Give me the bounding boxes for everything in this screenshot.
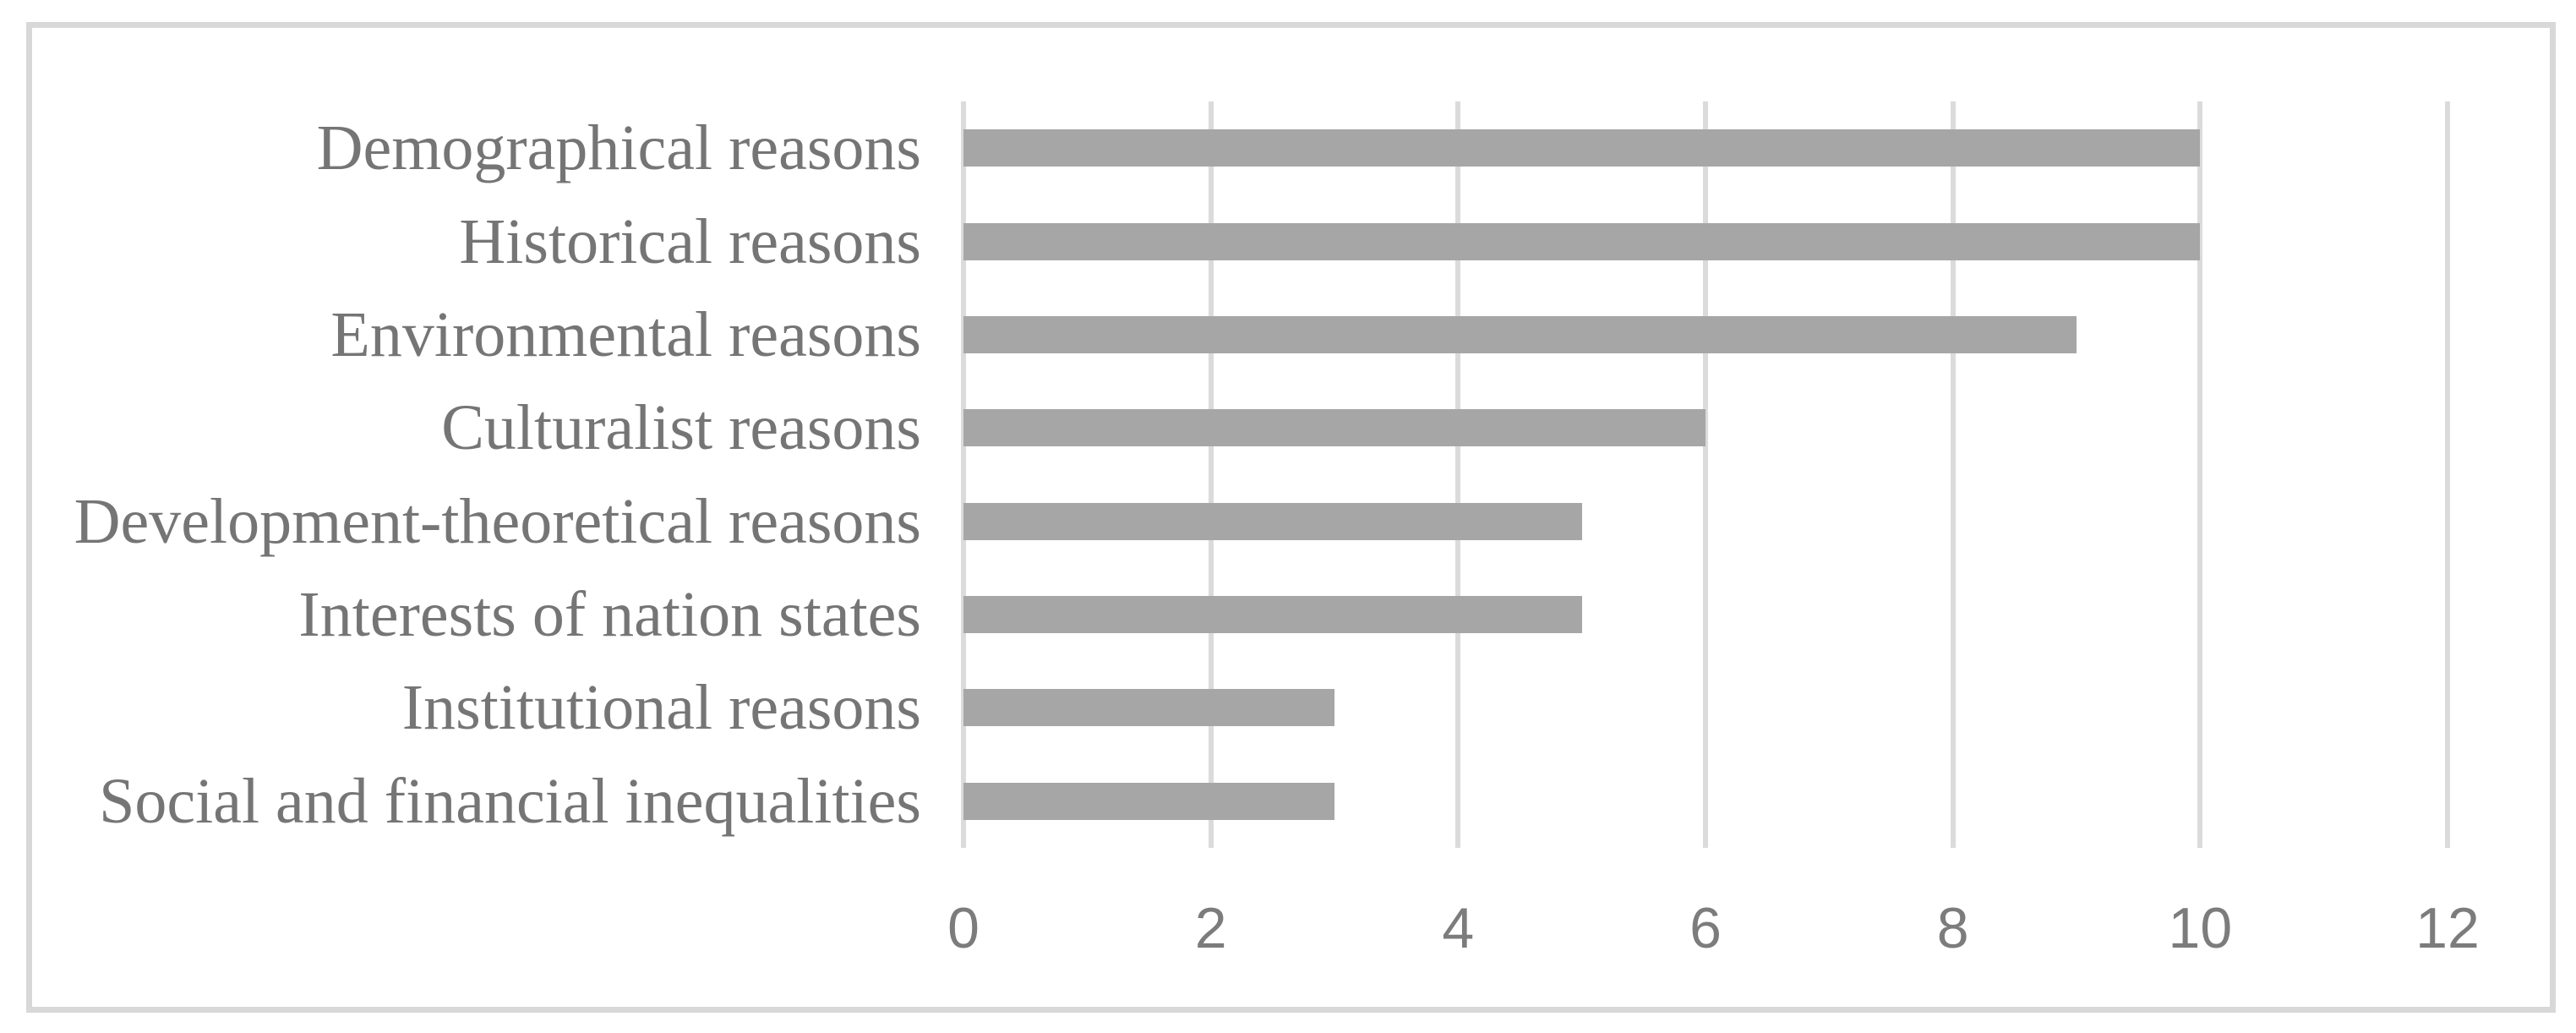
- x-gridline-10: [2197, 101, 2203, 848]
- x-tick-label-0: 0: [947, 896, 980, 960]
- x-tick-label-8: 8: [1936, 896, 1969, 960]
- x-gridline-8: [1950, 101, 1956, 848]
- x-tick-label-10: 10: [2168, 896, 2233, 960]
- x-tick-label-12: 12: [2415, 896, 2480, 960]
- bar-7: [963, 689, 1334, 727]
- category-label-6: Interests of nation states: [298, 579, 921, 651]
- category-label-4: Culturalist reasons: [441, 392, 921, 464]
- x-gridline-12: [2445, 101, 2450, 848]
- x-gridline-4: [1455, 101, 1461, 848]
- bar-3: [963, 315, 2077, 353]
- bar-4: [963, 409, 1706, 447]
- category-label-8: Social and financial inequalities: [99, 765, 921, 837]
- category-label-1: Demographical reasons: [316, 112, 921, 184]
- category-label-3: Environmental reasons: [330, 298, 921, 370]
- x-tick-label-2: 2: [1194, 896, 1227, 960]
- bar-1: [963, 129, 2201, 167]
- x-gridline-6: [1703, 101, 1708, 848]
- bar-6: [963, 596, 1582, 634]
- x-tick-label-4: 4: [1442, 896, 1475, 960]
- bar-5: [963, 502, 1582, 540]
- category-label-7: Institutional reasons: [401, 672, 921, 744]
- x-gridline-0: [961, 101, 966, 848]
- x-tick-label-6: 6: [1689, 896, 1722, 960]
- bar-8: [963, 782, 1334, 820]
- x-gridline-2: [1208, 101, 1214, 848]
- category-label-2: Historical reasons: [459, 205, 921, 277]
- bar-2: [963, 222, 2201, 260]
- category-label-5: Development-theoretical reasons: [74, 485, 921, 557]
